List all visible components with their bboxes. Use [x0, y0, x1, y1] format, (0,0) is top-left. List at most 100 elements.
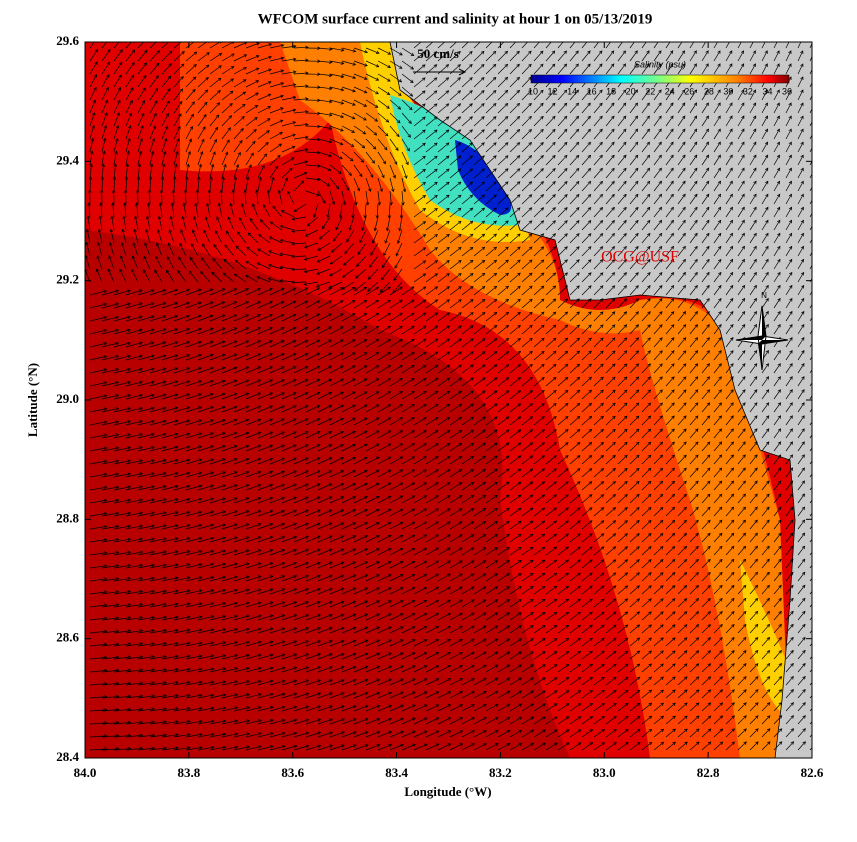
current-arrow	[557, 129, 568, 140]
current-arrow-head	[394, 265, 398, 269]
current-arrow	[365, 60, 379, 68]
current-arrow	[437, 42, 446, 49]
current-arrow-head	[143, 62, 148, 66]
current-arrow-head	[349, 157, 354, 162]
current-arrow	[545, 168, 556, 179]
current-arrow-head	[765, 206, 769, 211]
current-arrow-head	[718, 271, 722, 276]
current-arrow	[473, 207, 485, 218]
current-arrow-head	[717, 232, 722, 237]
current-arrow-head	[765, 38, 768, 41]
current-arrow	[701, 167, 710, 179]
current-arrow	[437, 77, 449, 88]
current-arrow-head	[179, 100, 183, 105]
current-arrow-head	[224, 244, 228, 249]
current-arrow	[773, 102, 780, 114]
current-arrow-head	[658, 232, 663, 237]
current-arrow	[369, 255, 379, 268]
current-arrow	[161, 164, 165, 179]
current-arrow-head	[445, 77, 450, 81]
current-arrow-head	[599, 233, 604, 237]
current-arrow	[161, 126, 168, 140]
current-arrow-head	[504, 50, 509, 55]
current-arrow-head	[764, 141, 769, 146]
current-arrow-head	[611, 193, 615, 198]
current-arrow	[665, 272, 674, 283]
current-arrow	[437, 181, 450, 192]
current-arrow-head	[149, 163, 154, 168]
current-arrow	[593, 128, 603, 140]
current-arrow-head	[399, 286, 403, 290]
current-arrow	[221, 127, 231, 140]
current-arrow	[785, 141, 792, 153]
current-arrow-head	[280, 300, 285, 305]
current-arrow-head	[516, 115, 521, 120]
current-arrow	[122, 229, 127, 244]
current-arrow-head	[399, 215, 404, 219]
current-arrow	[125, 42, 132, 49]
current-arrow	[749, 115, 757, 127]
current-arrow-head	[434, 181, 438, 186]
current-arrow-head	[729, 128, 733, 133]
current-arrow-head	[362, 131, 367, 135]
current-arrow	[89, 303, 107, 309]
current-arrow-head	[694, 245, 698, 250]
current-arrow-head	[291, 254, 295, 259]
current-arrow	[569, 63, 579, 75]
current-arrow-head	[446, 194, 450, 199]
current-arrow-head	[87, 202, 91, 206]
land	[389, 42, 812, 758]
current-arrow-head	[258, 176, 262, 181]
current-arrow	[173, 42, 182, 49]
current-arrow-head	[670, 63, 674, 67]
current-arrow	[581, 233, 592, 244]
current-arrow-head	[422, 168, 426, 173]
current-arrow	[109, 242, 115, 257]
current-arrow-head	[788, 245, 793, 250]
current-arrow	[641, 115, 650, 127]
current-arrow	[653, 154, 662, 166]
current-arrow-head	[211, 271, 215, 276]
current-arrow	[209, 114, 220, 127]
current-arrow-head	[575, 128, 580, 133]
current-arrow	[485, 233, 497, 244]
current-arrow	[233, 104, 246, 114]
current-arrow-head	[445, 51, 450, 55]
current-arrow	[245, 275, 259, 283]
current-arrow	[629, 272, 639, 283]
current-arrow	[605, 128, 615, 140]
current-arrow-head	[85, 228, 90, 233]
current-arrow-head	[705, 102, 709, 107]
current-arrow	[545, 50, 555, 62]
current-arrow-head	[434, 155, 438, 160]
current-arrow	[317, 255, 331, 263]
current-arrow-head	[729, 219, 733, 224]
current-arrow	[221, 78, 234, 88]
current-arrow	[269, 95, 284, 101]
current-arrow	[581, 168, 591, 179]
current-arrow-head	[124, 176, 129, 180]
current-arrow-head	[552, 220, 556, 224]
current-arrow-head	[505, 272, 509, 277]
current-arrow-head	[153, 112, 157, 117]
current-arrow	[353, 190, 357, 205]
current-arrow-head	[505, 220, 509, 224]
current-arrow	[244, 190, 247, 205]
current-arrow	[353, 99, 367, 107]
current-arrow-head	[729, 63, 733, 67]
current-arrow-head	[800, 63, 804, 68]
current-arrow	[425, 286, 438, 296]
current-arrow-head	[90, 137, 95, 142]
current-arrow	[737, 141, 745, 153]
current-arrow	[98, 229, 103, 244]
current-arrow	[641, 154, 650, 166]
current-arrow-head	[303, 171, 308, 176]
current-arrow-head	[646, 102, 650, 107]
current-arrow	[809, 186, 812, 192]
current-arrow-head	[752, 89, 757, 93]
current-arrow-head	[493, 220, 497, 224]
current-arrow	[329, 125, 344, 132]
current-arrow-head	[243, 54, 248, 58]
current-arrow	[641, 181, 650, 192]
current-arrow-head	[445, 129, 450, 133]
